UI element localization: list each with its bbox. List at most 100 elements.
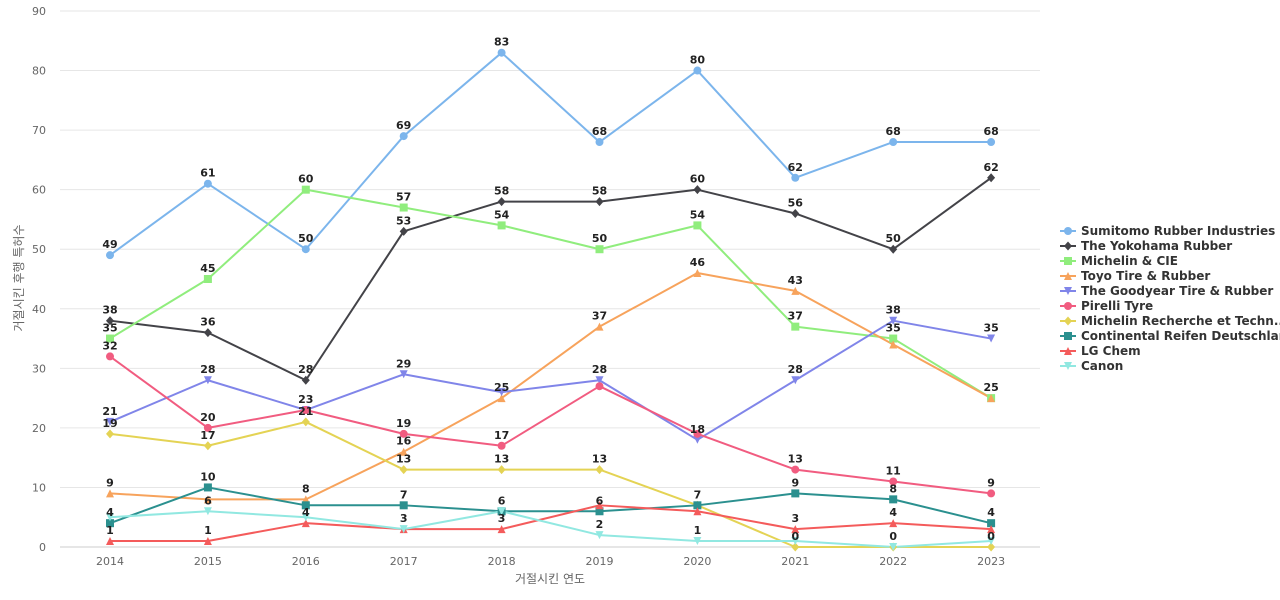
data-label: 57 [396, 191, 411, 204]
data-label: 62 [983, 161, 998, 174]
data-point [497, 525, 506, 534]
data-point [595, 507, 604, 516]
data-label: 0 [987, 530, 995, 543]
data-point [987, 334, 996, 343]
data-label: 3 [791, 512, 799, 525]
data-point [301, 519, 310, 528]
data-point [791, 537, 800, 546]
x-tick-label: 2020 [683, 555, 711, 568]
legend-marker [1064, 302, 1072, 310]
legend-item[interactable]: The Goodyear Tire & Rubber [1060, 284, 1273, 298]
series-line [109, 272, 992, 501]
data-point [497, 197, 506, 207]
data-point [203, 423, 212, 432]
data-label: 19 [396, 417, 411, 430]
data-label: 18 [690, 423, 705, 436]
y-tick-label: 30 [32, 362, 46, 375]
data-labels: 4938359213219416136456282017101502860823… [102, 36, 998, 543]
data-label: 62 [788, 161, 803, 174]
data-label: 0 [889, 530, 897, 543]
data-point [595, 376, 604, 385]
data-point [693, 435, 702, 444]
data-label: 54 [494, 208, 510, 221]
data-point [889, 334, 898, 343]
data-point [987, 519, 996, 528]
data-label: 54 [690, 208, 706, 221]
data-point [693, 269, 702, 278]
legend-item[interactable]: Michelin & CIE [1060, 254, 1178, 268]
data-point [889, 495, 898, 504]
series-markers [106, 48, 996, 552]
data-label: 37 [592, 310, 607, 323]
data-point [301, 417, 310, 427]
data-point [497, 48, 506, 57]
data-point [889, 340, 898, 349]
data-label: 9 [106, 476, 114, 489]
data-label: 68 [592, 125, 607, 138]
legend-label: The Yokohama Rubber [1081, 239, 1232, 253]
data-point [203, 179, 212, 188]
data-label: 23 [298, 393, 313, 406]
x-tick-label: 2016 [292, 555, 320, 568]
data-point [693, 501, 702, 510]
data-label: 4 [987, 506, 995, 519]
data-point [301, 185, 310, 194]
data-point [301, 375, 310, 385]
legend-item[interactable]: Canon [1060, 359, 1123, 373]
legend-item[interactable]: Continental Reifen Deutschland [1060, 329, 1280, 343]
legend-marker [1064, 272, 1072, 280]
data-label: 11 [886, 464, 901, 477]
data-point [106, 429, 114, 439]
legend-item[interactable]: Toyo Tire & Rubber [1060, 269, 1210, 283]
data-point [106, 334, 114, 343]
data-label: 35 [983, 322, 998, 335]
data-point [106, 519, 114, 528]
data-point [301, 513, 310, 522]
data-point [889, 543, 898, 551]
legend-label: Toyo Tire & Rubber [1081, 269, 1210, 283]
data-label: 43 [788, 274, 803, 287]
data-label: 6 [204, 494, 212, 507]
data-point [203, 507, 212, 516]
legend-label: Michelin & CIE [1081, 254, 1178, 268]
data-label: 17 [494, 429, 509, 442]
series-line [109, 319, 992, 441]
data-point [203, 376, 212, 385]
data-point [791, 542, 800, 552]
data-label: 17 [200, 429, 215, 442]
data-label: 3 [400, 512, 408, 525]
series-line [109, 510, 992, 548]
data-label: 35 [102, 322, 117, 335]
data-label: 16 [396, 435, 412, 448]
data-label: 10 [200, 470, 216, 483]
data-point [791, 525, 800, 534]
data-label: 69 [396, 119, 411, 132]
data-label: 56 [788, 196, 804, 209]
data-point [203, 495, 212, 504]
legend-marker [1064, 332, 1072, 340]
data-label: 25 [983, 381, 998, 394]
y-tick-label: 40 [32, 303, 46, 316]
data-point [987, 394, 996, 403]
data-point [595, 197, 604, 207]
legend-item[interactable]: LG Chem [1060, 344, 1141, 358]
axes: 거절시킨 연도 거절시킨 후행 특허수 01020304050607080902… [11, 5, 1005, 586]
data-point [497, 221, 506, 230]
data-label: 9 [987, 476, 995, 489]
data-point [106, 513, 114, 522]
x-tick-label: 2018 [488, 555, 516, 568]
data-point [889, 138, 898, 147]
data-label: 13 [592, 453, 607, 466]
legend-item[interactable]: Sumitomo Rubber Industries [1060, 224, 1275, 238]
data-point [399, 501, 408, 510]
data-point [595, 322, 604, 331]
legend-item[interactable]: Michelin Recherche et Techn... [1060, 314, 1280, 328]
data-label: 58 [592, 185, 607, 198]
legend-item[interactable]: Pirelli Tyre [1060, 299, 1153, 313]
legend-item[interactable]: The Yokohama Rubber [1060, 239, 1232, 253]
x-tick-label: 2019 [586, 555, 614, 568]
data-label: 53 [396, 214, 411, 227]
data-label: 45 [200, 262, 215, 275]
